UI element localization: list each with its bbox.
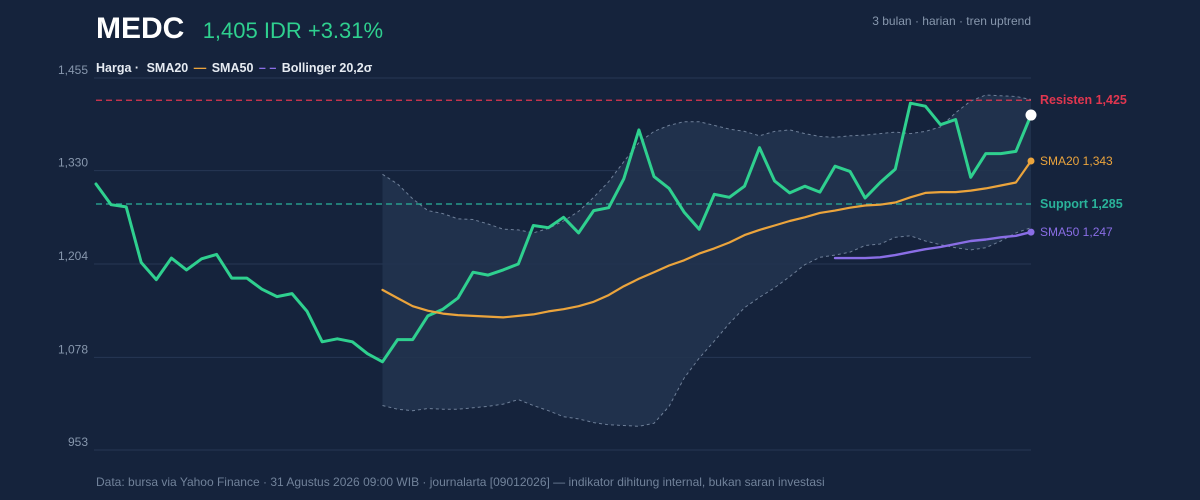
y-tick-label: 1,078 xyxy=(58,342,88,356)
y-tick-label: 953 xyxy=(68,435,88,449)
y-tick-label: 1,204 xyxy=(58,249,88,263)
end-labels: Resisten 1,425 Support 1,285 SMA20 1,343 SM… xyxy=(1040,93,1127,239)
level-lines xyxy=(96,99,1031,205)
legend-sma20: SMA20 xyxy=(147,61,189,75)
legend-price: Harga · xyxy=(96,61,139,75)
legend-sma20-swatch: — xyxy=(194,61,207,75)
footer-source: Data: bursa via Yahoo Finance · 31 Agust… xyxy=(96,475,825,489)
sma20-end-marker xyxy=(1027,157,1035,165)
price-change: 1,405 IDR +3.31% xyxy=(203,18,383,43)
bollinger-band xyxy=(382,94,1032,427)
series-line-sma50 xyxy=(833,230,1033,260)
bollinger-lower-line xyxy=(382,227,1032,427)
series-line-sma20 xyxy=(381,159,1033,319)
chart-header: MEDC 1,405 IDR +3.31% xyxy=(96,12,383,45)
bollinger-fill xyxy=(382,95,1031,427)
price-end-marker xyxy=(1025,109,1037,121)
y-axis-ticks: 1,455 1,330 1,204 1,078 953 xyxy=(58,63,88,449)
sma50-end-marker xyxy=(1027,228,1035,236)
sma50-end-label: SMA50 1,247 xyxy=(1040,225,1113,239)
sma20-end-label: SMA20 1,343 xyxy=(1040,154,1113,168)
chart-meta: 3 bulan · harian · tren uptrend xyxy=(872,14,1031,28)
series-line-harga xyxy=(94,101,1033,364)
bollinger-upper-line xyxy=(382,94,1032,234)
legend-bollinger: Bollinger 20,2σ xyxy=(282,61,373,75)
legend: Harga · SMA20 — SMA50 – – Bollinger 20,2… xyxy=(96,61,373,75)
y-tick-label: 1,330 xyxy=(58,156,88,170)
y-tick-label: 1,455 xyxy=(58,63,88,77)
level-label-resisten: Resisten 1,425 xyxy=(1040,93,1127,107)
legend-sma50-swatch: – – xyxy=(259,61,276,75)
ticker-symbol: MEDC xyxy=(96,12,184,45)
legend-sma50: SMA50 xyxy=(212,61,254,75)
level-label-support: Support 1,285 xyxy=(1040,197,1123,211)
series-lines xyxy=(94,101,1037,364)
